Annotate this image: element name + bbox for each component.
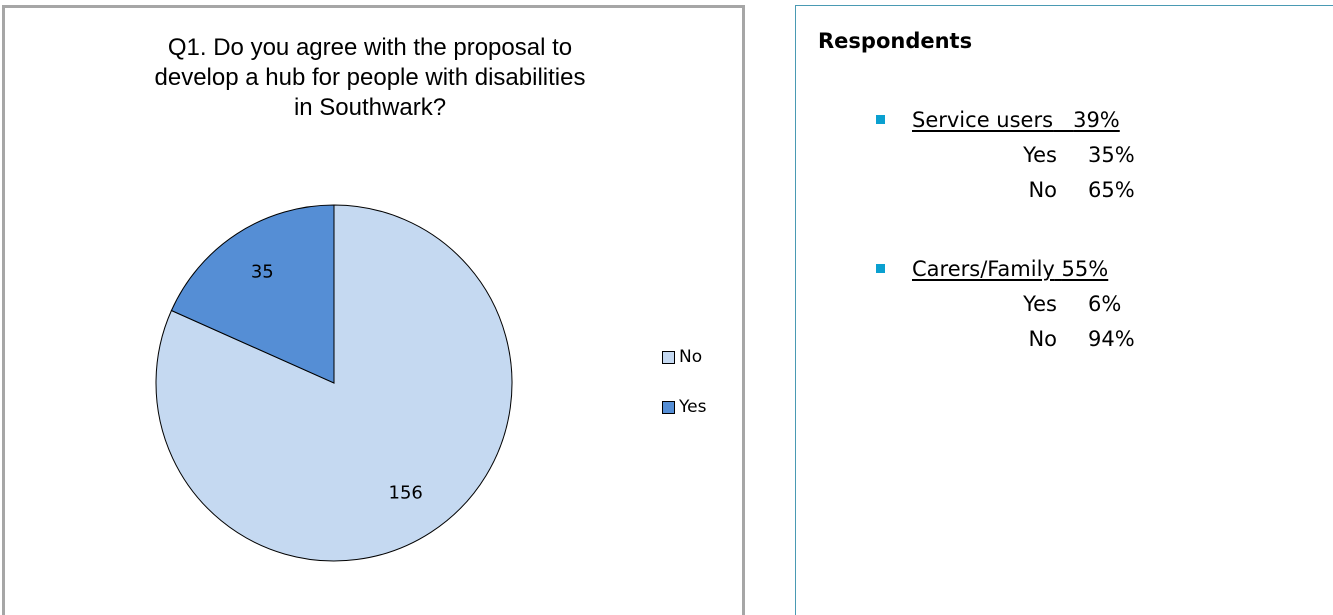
legend-swatch-no bbox=[662, 350, 675, 364]
chart-title-line-1: Q1. Do you agree with the proposal to bbox=[167, 34, 573, 61]
group-carers-family: Carers/Family 55% Yes 6% No 94% bbox=[876, 252, 1206, 357]
respondents-heading: Respondents bbox=[818, 29, 973, 53]
group-header: Service users 39% bbox=[876, 103, 1206, 138]
legend-label-yes: Yes bbox=[679, 397, 707, 417]
group-row-yes: Yes 35% bbox=[876, 138, 1206, 173]
group-percent: 39% bbox=[1073, 108, 1120, 132]
group-row-yes: Yes 6% bbox=[876, 287, 1206, 322]
group-title: Service users 39% bbox=[912, 103, 1120, 138]
row-label: No bbox=[1028, 178, 1057, 202]
row-value: 94% bbox=[1088, 327, 1135, 351]
group-header: Carers/Family 55% bbox=[876, 252, 1206, 287]
chart-title: Q1. Do you agree with the proposal to de… bbox=[45, 33, 695, 123]
row-label: Yes bbox=[1023, 292, 1057, 316]
group-percent: 55% bbox=[1061, 257, 1109, 281]
chart-legend: No Yes bbox=[662, 347, 706, 447]
slice-label-yes: 35 bbox=[251, 262, 274, 283]
group-row-no: No 65% bbox=[876, 173, 1206, 208]
pie-slice-yes bbox=[170, 204, 335, 384]
row-value: 35% bbox=[1088, 143, 1135, 167]
legend-swatch-yes bbox=[662, 400, 675, 414]
legend-label-no: No bbox=[679, 347, 703, 367]
group-title-text: Carers/Family bbox=[912, 257, 1055, 281]
bullet-icon bbox=[876, 264, 885, 273]
row-label: No bbox=[1028, 327, 1057, 351]
chart-title-line-3: in Southwark? bbox=[293, 94, 447, 121]
row-value: 6% bbox=[1088, 292, 1122, 316]
pie-chart: 156 35 bbox=[155, 204, 513, 562]
legend-item-yes: Yes bbox=[662, 397, 706, 417]
respondents-panel: Respondents Service users 39% Yes 35% No… bbox=[795, 5, 1333, 615]
group-title-text: Service users bbox=[912, 108, 1054, 132]
chart-title-line-2: develop a hub for people with disabiliti… bbox=[154, 64, 586, 91]
group-title: Carers/Family 55% bbox=[912, 252, 1108, 287]
group-row-no: No 94% bbox=[876, 322, 1206, 357]
legend-item-no: No bbox=[662, 347, 706, 367]
slice-label-no: 156 bbox=[389, 482, 423, 503]
row-value: 65% bbox=[1088, 178, 1135, 202]
row-label: Yes bbox=[1023, 143, 1057, 167]
chart-panel: 156 35 Q1. Do you agree with the proposal… bbox=[2, 5, 745, 615]
bullet-icon bbox=[876, 115, 885, 124]
group-service-users: Service users 39% Yes 35% No 65% bbox=[876, 103, 1206, 208]
